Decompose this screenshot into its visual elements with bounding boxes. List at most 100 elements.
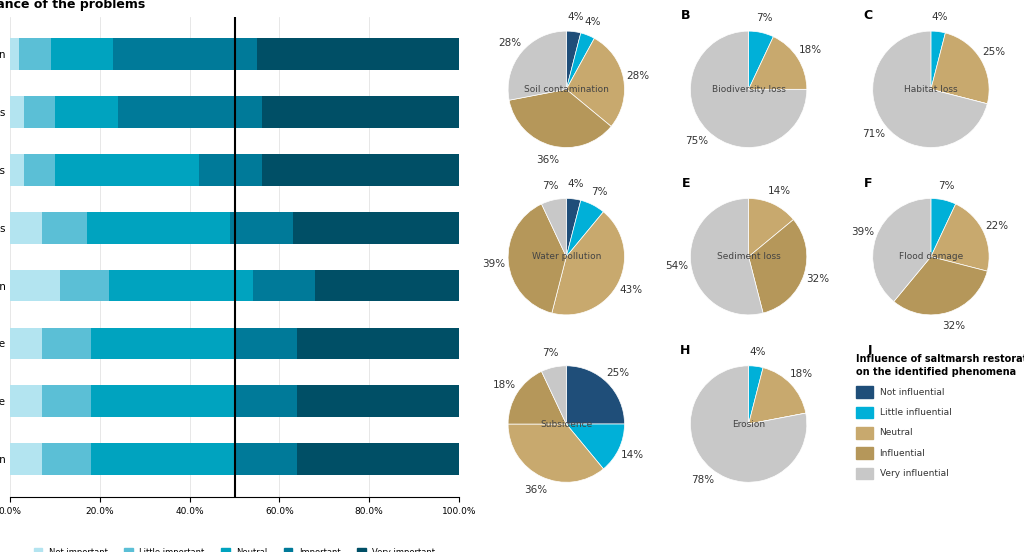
- Bar: [856, 468, 872, 479]
- Bar: [234, 385, 297, 417]
- Text: B: B: [681, 9, 690, 22]
- Text: 39%: 39%: [851, 227, 874, 237]
- Bar: [297, 385, 459, 417]
- Wedge shape: [542, 366, 566, 424]
- Text: 7%: 7%: [542, 181, 559, 190]
- Text: 32%: 32%: [806, 274, 829, 284]
- Bar: [24, 96, 55, 128]
- Bar: [10, 385, 42, 417]
- Wedge shape: [749, 36, 807, 89]
- Bar: [230, 212, 293, 243]
- Text: 78%: 78%: [690, 475, 714, 485]
- Bar: [856, 386, 872, 398]
- Wedge shape: [552, 212, 625, 315]
- Bar: [234, 327, 297, 359]
- Text: Erosion: Erosion: [732, 420, 765, 428]
- Bar: [261, 96, 459, 128]
- Wedge shape: [872, 199, 931, 301]
- Wedge shape: [566, 366, 625, 424]
- Text: 7%: 7%: [939, 181, 955, 190]
- Text: 25%: 25%: [606, 368, 630, 378]
- Bar: [50, 39, 114, 70]
- Wedge shape: [566, 33, 594, 89]
- Text: Little influential: Little influential: [880, 408, 951, 417]
- Bar: [114, 39, 257, 70]
- Bar: [10, 96, 24, 128]
- Wedge shape: [566, 424, 625, 469]
- Wedge shape: [931, 204, 989, 271]
- Bar: [10, 212, 42, 243]
- Text: 18%: 18%: [799, 45, 821, 55]
- Bar: [91, 327, 234, 359]
- Wedge shape: [566, 199, 581, 257]
- Text: Sediment loss: Sediment loss: [717, 252, 780, 261]
- Text: Influential: Influential: [880, 449, 926, 458]
- Text: 36%: 36%: [537, 155, 560, 165]
- Wedge shape: [931, 33, 989, 104]
- Bar: [91, 385, 234, 417]
- Bar: [118, 96, 261, 128]
- Bar: [42, 327, 91, 359]
- Text: Flood damage: Flood damage: [899, 252, 963, 261]
- Bar: [10, 39, 19, 70]
- Text: Water pollution: Water pollution: [531, 252, 601, 261]
- Text: H: H: [680, 344, 690, 357]
- Bar: [55, 154, 199, 186]
- Bar: [42, 443, 91, 475]
- Wedge shape: [749, 199, 794, 257]
- Text: 39%: 39%: [482, 258, 506, 268]
- Bar: [199, 154, 261, 186]
- Bar: [257, 39, 459, 70]
- Text: 71%: 71%: [862, 129, 885, 139]
- Text: 14%: 14%: [621, 450, 644, 460]
- Text: 4%: 4%: [932, 12, 948, 22]
- Bar: [856, 407, 872, 418]
- Wedge shape: [566, 38, 625, 126]
- Wedge shape: [931, 199, 955, 257]
- Text: Perception about the relevance of the problems: Perception about the relevance of the pr…: [0, 0, 145, 11]
- Text: I: I: [867, 344, 872, 357]
- Text: 22%: 22%: [985, 221, 1009, 231]
- Wedge shape: [566, 31, 581, 89]
- Text: 18%: 18%: [494, 380, 516, 390]
- Legend: Not important, Little important, Neutral, Important, Very important: Not important, Little important, Neutral…: [31, 544, 438, 552]
- Wedge shape: [931, 89, 987, 104]
- Text: 43%: 43%: [620, 285, 643, 295]
- Text: Subsidence: Subsidence: [541, 420, 593, 428]
- Text: 28%: 28%: [499, 38, 522, 48]
- Text: Neutral: Neutral: [880, 428, 913, 437]
- Text: 7%: 7%: [542, 348, 559, 358]
- Wedge shape: [690, 31, 807, 147]
- Bar: [856, 427, 872, 439]
- Wedge shape: [508, 424, 603, 482]
- Bar: [86, 212, 230, 243]
- Text: 4%: 4%: [567, 12, 584, 22]
- Text: Habitat loss: Habitat loss: [904, 85, 957, 94]
- Wedge shape: [508, 204, 566, 313]
- Bar: [109, 270, 253, 301]
- Wedge shape: [749, 368, 806, 424]
- Wedge shape: [690, 199, 763, 315]
- Bar: [315, 270, 459, 301]
- Text: 7%: 7%: [757, 13, 773, 23]
- Text: Biodiversity loss: Biodiversity loss: [712, 85, 785, 94]
- Bar: [42, 385, 91, 417]
- Bar: [55, 96, 118, 128]
- Wedge shape: [542, 199, 566, 257]
- Bar: [42, 212, 86, 243]
- Text: 25%: 25%: [982, 47, 1006, 57]
- Wedge shape: [749, 220, 807, 313]
- Bar: [856, 447, 872, 459]
- Text: 75%: 75%: [686, 136, 709, 146]
- Text: 14%: 14%: [768, 186, 792, 196]
- Bar: [59, 270, 109, 301]
- Bar: [91, 443, 234, 475]
- Text: Very influential: Very influential: [880, 469, 948, 478]
- Wedge shape: [508, 371, 566, 424]
- Text: E: E: [682, 177, 690, 190]
- Text: 4%: 4%: [750, 347, 766, 357]
- Bar: [19, 39, 50, 70]
- Bar: [261, 154, 459, 186]
- Text: 36%: 36%: [523, 485, 547, 495]
- Text: 54%: 54%: [665, 261, 688, 271]
